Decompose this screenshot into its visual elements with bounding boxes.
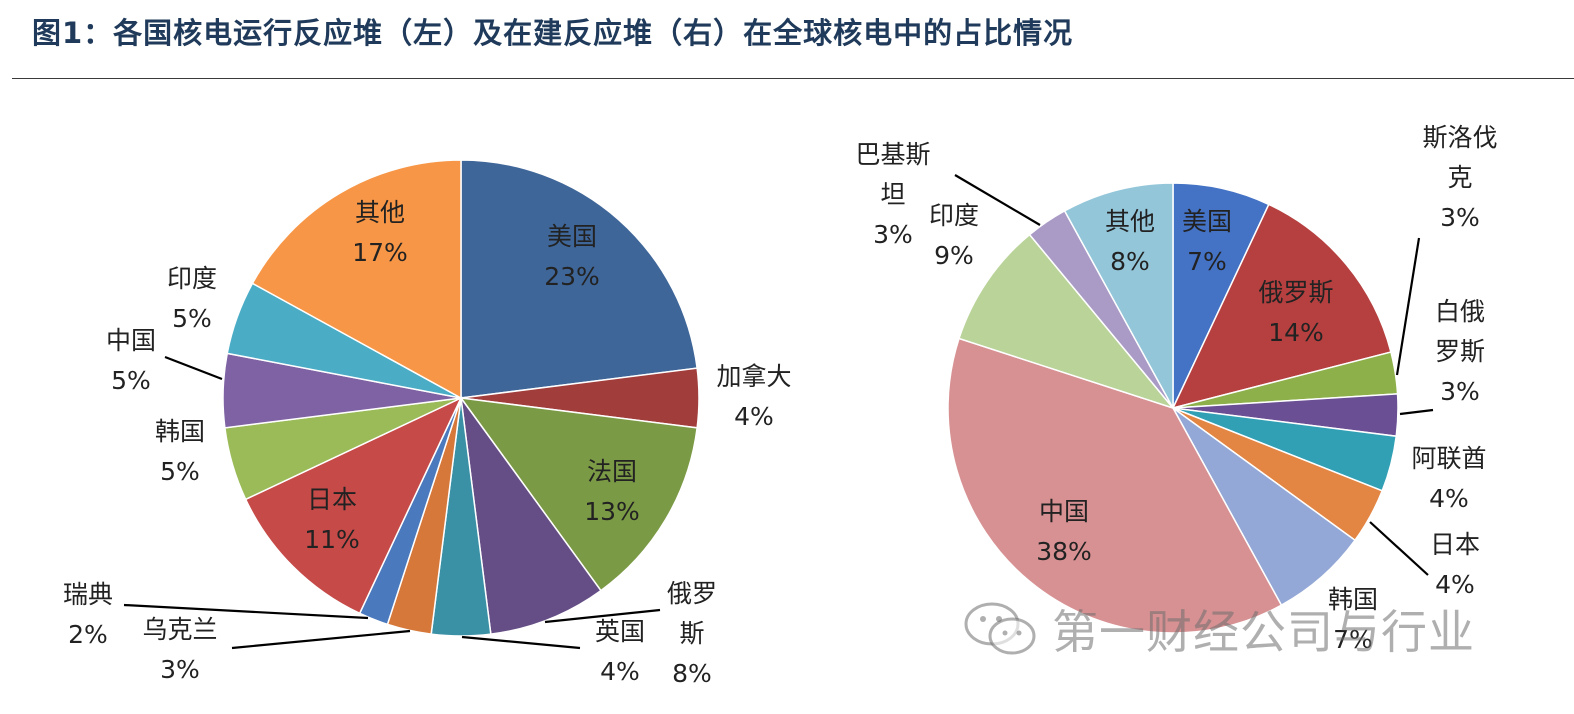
slice-name: 克 xyxy=(1447,163,1472,192)
pie-slice xyxy=(244,396,463,615)
slice-percent: 3% xyxy=(160,655,200,684)
slice-percent: 23% xyxy=(544,262,600,291)
slice-label: 日本 11% xyxy=(304,485,360,554)
slice-percent: 5% xyxy=(111,366,151,395)
slice-name: 斯洛伐 xyxy=(1422,123,1497,152)
slice-name: 乌克兰 xyxy=(142,615,217,644)
slice-label: 俄罗斯 8% xyxy=(667,579,717,688)
slice-percent: 38% xyxy=(1036,537,1092,566)
figure-title: 图1：各国核电运行反应堆（左）及在建反应堆（右）在全球核电中的占比情况 xyxy=(32,16,1074,50)
pie-slice xyxy=(460,397,602,635)
slice-label: 英国 4% xyxy=(595,617,645,686)
slice-name: 其他 xyxy=(355,198,405,227)
slice-name: 俄罗斯 xyxy=(1258,278,1333,307)
slice-label: 瑞典 2% xyxy=(63,580,113,649)
slice-label: 中国 5% xyxy=(106,326,156,395)
slice-label: 白俄罗斯 3% xyxy=(1435,297,1485,406)
slice-name: 白俄 xyxy=(1435,297,1485,326)
slice-name: 美国 xyxy=(547,222,597,251)
watermark-text: 第一财经公司与行业 xyxy=(1052,605,1475,659)
slice-label: 美国 23% xyxy=(544,222,600,291)
slice-label: 其他 17% xyxy=(352,198,408,267)
slice-name: 美国 xyxy=(1182,207,1232,236)
slice-name: 中国 xyxy=(106,326,156,355)
slice-percent: 4% xyxy=(734,402,774,431)
slice-name: 阿联酋 xyxy=(1411,444,1486,473)
slice-percent: 11% xyxy=(304,525,360,554)
pie-slice xyxy=(459,397,698,592)
slice-percent: 17% xyxy=(352,238,408,267)
slice-label: 阿联酋 4% xyxy=(1411,444,1486,513)
slice-name: 日本 xyxy=(1430,530,1480,559)
leader-line xyxy=(123,603,369,620)
slice-name: 罗斯 xyxy=(1435,337,1485,366)
slice-name: 巴基斯 xyxy=(855,140,930,169)
slice-label: 其他 8% xyxy=(1105,207,1155,276)
slice-percent: 4% xyxy=(1429,484,1469,513)
pie-slice xyxy=(1063,182,1174,409)
slice-label: 美国 7% xyxy=(1182,207,1232,276)
watermark: 第一财经公司与行业 xyxy=(962,596,1475,662)
slice-percent: 3% xyxy=(873,220,913,249)
title-divider xyxy=(12,78,1574,79)
slice-percent: 13% xyxy=(584,497,640,526)
slice-percent: 8% xyxy=(1110,247,1150,276)
slice-percent: 3% xyxy=(1440,377,1480,406)
slice-percent: 4% xyxy=(1435,570,1475,599)
leader-line xyxy=(1399,408,1434,416)
slice-name: 印度 xyxy=(167,264,217,293)
slice-name: 韩国 xyxy=(155,417,205,446)
slice-name: 加拿大 xyxy=(716,362,791,391)
slice-name: 坦 xyxy=(880,180,905,209)
slice-label: 斯洛伐克 3% xyxy=(1422,123,1497,232)
slice-label: 日本 4% xyxy=(1430,530,1480,599)
leader-line xyxy=(231,629,411,650)
pie-chart-2: 美国 7% 俄罗斯 14% 斯洛伐克 3% 白俄罗斯 3% 阿联酋 4% 日本 4% 韩国 7% 中国 38%… xyxy=(855,123,1497,654)
slice-label: 俄罗斯 14% xyxy=(1258,278,1333,347)
slice-label: 印度 5% xyxy=(167,264,217,333)
leader-line xyxy=(954,174,1041,226)
slice-name: 法国 xyxy=(587,457,637,486)
leader-line xyxy=(1395,237,1421,376)
leader-line xyxy=(461,635,581,650)
slice-label: 乌克兰 3% xyxy=(142,615,217,684)
slice-name: 韩国 xyxy=(1328,585,1378,614)
slice-percent: 3% xyxy=(1440,203,1480,232)
slice-percent: 4% xyxy=(600,657,640,686)
slice-label: 印度 9% xyxy=(929,201,979,270)
slice-percent: 7% xyxy=(1333,625,1373,654)
slice-label: 中国 38% xyxy=(1036,497,1092,566)
slice-name: 斯 xyxy=(679,619,704,648)
slice-name: 日本 xyxy=(307,485,357,514)
slice-percent: 2% xyxy=(68,620,108,649)
slice-percent: 7% xyxy=(1187,247,1227,276)
slice-name: 英国 xyxy=(595,617,645,646)
pie-slice xyxy=(251,159,462,400)
pie-slice xyxy=(947,337,1283,634)
pie-chart-1: 美国 23% 加拿大 4% 法国 13% 俄罗斯 8% 英国 4% 乌克兰 3% 瑞典 2% 日本 11% 韩国… xyxy=(63,159,792,688)
leader-line xyxy=(1369,521,1429,576)
slice-label: 加拿大 4% xyxy=(716,362,791,431)
slice-label: 巴基斯坦 3% xyxy=(855,140,930,249)
leader-line xyxy=(164,355,223,381)
pie-slice xyxy=(1171,203,1392,410)
slice-name: 瑞典 xyxy=(63,580,113,609)
wechat-icon xyxy=(964,602,1036,655)
slice-percent: 9% xyxy=(934,241,974,270)
slice-percent: 8% xyxy=(672,659,712,688)
slice-name: 印度 xyxy=(929,201,979,230)
pie-slice xyxy=(460,159,698,399)
slice-label: 韩国 5% xyxy=(155,417,205,486)
slice-percent: 5% xyxy=(172,304,212,333)
pie-slice xyxy=(958,233,1176,410)
slice-label: 法国 13% xyxy=(584,457,640,526)
leader-line xyxy=(544,608,661,624)
slice-name: 俄罗 xyxy=(667,579,717,608)
slice-percent: 14% xyxy=(1268,318,1324,347)
slice-percent: 5% xyxy=(160,457,200,486)
slice-name: 中国 xyxy=(1039,497,1089,526)
slice-name: 其他 xyxy=(1105,207,1155,236)
slice-label: 韩国 7% xyxy=(1328,585,1378,654)
